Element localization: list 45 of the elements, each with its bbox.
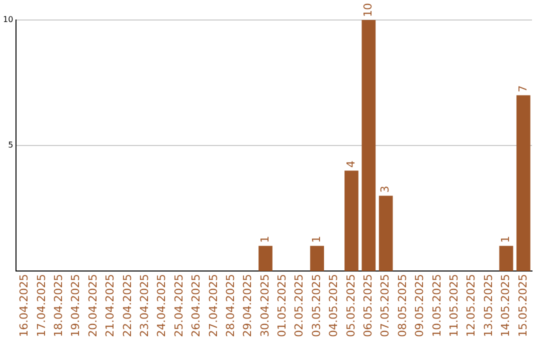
x-tick-label: 01.05.2025	[276, 274, 289, 338]
x-tick-label: 08.05.2025	[396, 274, 409, 338]
bar	[378, 196, 393, 272]
data-label: 3	[378, 186, 392, 193]
x-tick-label: 16.04.2025	[18, 274, 31, 338]
bar	[362, 20, 376, 272]
data-label: 1	[310, 236, 323, 243]
x-tick-label: 23.04.2025	[138, 274, 151, 338]
x-tick-label: 06.05.2025	[362, 274, 375, 338]
x-tick-label: 29.04.2025	[241, 274, 254, 338]
x-tick-label: 17.04.2025	[34, 274, 48, 338]
x-tick-label: 05.05.2025	[344, 274, 358, 338]
bar	[310, 246, 324, 272]
x-tick-label: 03.05.2025	[310, 274, 323, 338]
x-tick-label: 22.04.2025	[120, 274, 134, 338]
x-tick-label: 12.05.2025	[464, 274, 478, 338]
data-label: 7	[516, 85, 530, 92]
x-tick-label: 28.04.2025	[224, 274, 237, 338]
data-label: 1	[499, 236, 512, 243]
data-label: 1	[258, 236, 272, 243]
x-tick-label: 19.04.2025	[69, 274, 82, 338]
bar	[258, 246, 272, 272]
x-tick-label: 02.05.2025	[292, 274, 306, 338]
x-tick-label: 18.04.2025	[52, 274, 66, 338]
x-tick-label: 20.04.2025	[86, 274, 100, 338]
bar	[516, 95, 530, 272]
x-tick-label: 10.05.2025	[430, 274, 444, 338]
x-tick-label: 14.05.2025	[499, 274, 512, 338]
x-tick-label: 07.05.2025	[378, 274, 392, 338]
x-tick-label: 04.05.2025	[327, 274, 340, 338]
data-label: 4	[344, 160, 358, 168]
x-tick-label: 21.04.2025	[104, 274, 117, 338]
bar	[499, 246, 514, 272]
x-tick-label: 11.05.2025	[447, 274, 460, 338]
x-tick-label: 24.04.2025	[155, 274, 168, 338]
x-tick-label: 09.05.2025	[413, 274, 426, 338]
x-tick-label: 27.04.2025	[206, 274, 220, 338]
x-tick-label: 26.04.2025	[190, 274, 203, 338]
x-tick-label: 30.04.2025	[258, 274, 272, 338]
x-tick-label: 25.04.2025	[172, 274, 186, 338]
bar	[344, 170, 358, 272]
x-tick-label: 15.05.2025	[516, 274, 530, 338]
x-tick-label: 13.05.2025	[482, 274, 495, 338]
y-tick-label: 5	[8, 140, 14, 150]
data-label: 10	[362, 3, 375, 17]
